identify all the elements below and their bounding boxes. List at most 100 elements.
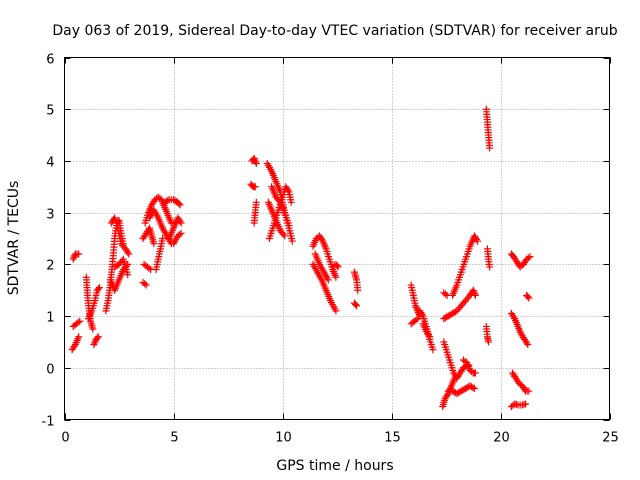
data-arc bbox=[141, 193, 175, 227]
data-point bbox=[470, 384, 478, 392]
data-point bbox=[471, 290, 479, 298]
y-tick-label: 2 bbox=[46, 259, 54, 274]
data-point bbox=[352, 300, 360, 308]
data-point bbox=[333, 262, 341, 270]
data-point bbox=[412, 303, 420, 311]
data-point bbox=[354, 286, 362, 294]
data-arc bbox=[111, 255, 132, 279]
data-point bbox=[125, 250, 133, 258]
data-arc bbox=[68, 333, 83, 354]
data-point bbox=[471, 369, 479, 377]
data-point bbox=[486, 144, 494, 152]
data-arc bbox=[482, 322, 493, 346]
chart-title: Day 063 of 2019, Sidereal Day-to-day VTE… bbox=[52, 23, 617, 39]
data-point bbox=[473, 235, 481, 243]
x-tick-label: 5 bbox=[170, 431, 178, 446]
data-point bbox=[285, 222, 293, 230]
data-arc bbox=[161, 196, 184, 209]
data-point bbox=[443, 391, 451, 399]
data-point bbox=[412, 316, 420, 324]
data-point bbox=[175, 200, 183, 208]
data-arc bbox=[483, 245, 494, 271]
data-arc bbox=[419, 320, 434, 341]
data-point bbox=[177, 219, 185, 227]
data-point bbox=[284, 186, 292, 194]
data-point bbox=[167, 219, 175, 227]
data-arc bbox=[449, 232, 482, 299]
data-arc bbox=[459, 356, 479, 377]
data-arc bbox=[507, 309, 532, 349]
y-tick-label: 3 bbox=[46, 208, 54, 223]
data-arc bbox=[69, 317, 84, 330]
data-point bbox=[334, 263, 342, 271]
data-point bbox=[426, 333, 434, 341]
data-point bbox=[425, 331, 433, 339]
y-tick-label: 4 bbox=[46, 156, 54, 171]
data-point bbox=[141, 280, 149, 288]
data-point bbox=[69, 255, 77, 263]
data-point bbox=[176, 201, 184, 209]
data-arc bbox=[152, 235, 167, 274]
y-tick-label: 0 bbox=[46, 363, 54, 378]
data-arc bbox=[444, 382, 478, 398]
data-arc bbox=[139, 224, 158, 248]
data-arc bbox=[140, 260, 155, 274]
data-point bbox=[176, 217, 184, 225]
data-arc bbox=[440, 338, 473, 382]
data-arc bbox=[250, 198, 260, 227]
x-tick-label: 15 bbox=[384, 431, 401, 446]
data-arc bbox=[84, 284, 103, 323]
data-point bbox=[353, 302, 361, 310]
data-arc bbox=[350, 268, 362, 294]
data-arc bbox=[268, 183, 293, 230]
data-point bbox=[70, 253, 78, 261]
data-point bbox=[526, 253, 534, 261]
data-point bbox=[124, 248, 132, 256]
data-arc bbox=[146, 206, 175, 248]
data-point bbox=[525, 294, 533, 302]
data-point bbox=[159, 235, 167, 242]
data-arc bbox=[309, 260, 340, 315]
plot-area-frame bbox=[64, 57, 610, 420]
data-point bbox=[441, 290, 449, 298]
data-arc bbox=[507, 250, 534, 271]
data-point bbox=[470, 288, 478, 296]
data-point bbox=[281, 232, 289, 240]
data-point bbox=[429, 346, 437, 354]
data-point bbox=[252, 158, 260, 166]
data-point bbox=[469, 286, 477, 294]
data-arc bbox=[69, 250, 83, 263]
data-point bbox=[70, 342, 78, 350]
data-point bbox=[90, 341, 98, 349]
data-point bbox=[74, 319, 82, 327]
data-arc bbox=[440, 289, 451, 299]
data-point bbox=[252, 160, 260, 168]
data-point bbox=[486, 263, 494, 271]
data-point bbox=[94, 333, 102, 341]
data-point bbox=[142, 281, 150, 289]
data-point bbox=[474, 237, 482, 245]
data-point bbox=[175, 231, 183, 239]
data-arc bbox=[350, 299, 361, 310]
data-point bbox=[251, 156, 259, 164]
data-point bbox=[150, 240, 158, 248]
data-point bbox=[332, 273, 340, 281]
data-point bbox=[522, 400, 530, 408]
data-point bbox=[251, 183, 259, 191]
data-arc bbox=[440, 286, 479, 323]
axis-ticks: 0 5 10 15 20 25 -1 0 1 2 3 4 5 6 bbox=[42, 53, 619, 446]
data-point bbox=[250, 154, 258, 162]
data-arc bbox=[139, 278, 150, 289]
data-point bbox=[76, 317, 84, 325]
data-arc bbox=[247, 180, 259, 191]
y-tick-label: 1 bbox=[46, 311, 54, 326]
data-arc bbox=[170, 229, 185, 248]
y-tick-label: -1 bbox=[42, 415, 55, 430]
data-point bbox=[525, 387, 533, 395]
data-point bbox=[418, 310, 426, 318]
data-point bbox=[124, 271, 132, 279]
data-arc bbox=[508, 369, 533, 395]
x-tick-label: 20 bbox=[493, 431, 510, 446]
data-point bbox=[524, 341, 532, 349]
data-point bbox=[287, 198, 295, 206]
